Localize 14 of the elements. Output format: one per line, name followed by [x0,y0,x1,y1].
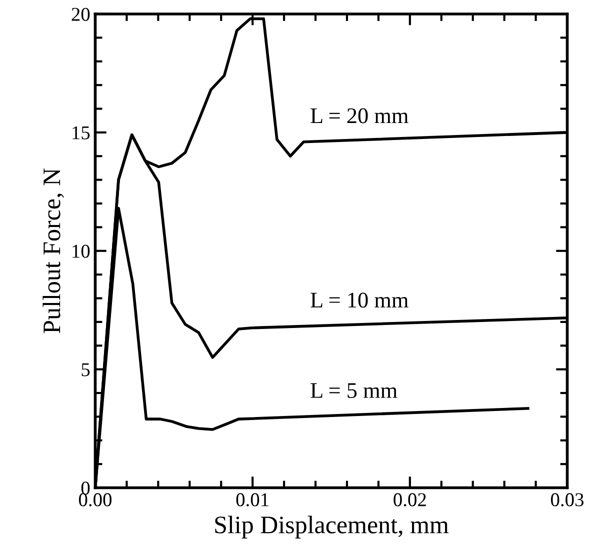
series-label: L = 10 mm [310,292,408,308]
y-tick-label: 0 [81,482,90,495]
y-tick-label: 20 [72,8,90,21]
y-tick-label: 10 [72,244,90,258]
series-label: L = 5 mm [310,383,398,398]
x-axis-title: Slip Displacement, mm [215,516,449,538]
y-tick-label: 5 [82,363,90,376]
y-tick-label: 15 [72,126,90,140]
y-axis-title: Pullout Force, N [42,168,64,334]
x-tick-label: 0.02 [394,493,426,506]
x-tick-label: 0.00 [78,493,112,506]
x-tick-label: 0.01 [236,493,268,506]
x-tick-label: 0.03 [550,493,584,506]
series-label: L = 20 mm [310,108,408,124]
